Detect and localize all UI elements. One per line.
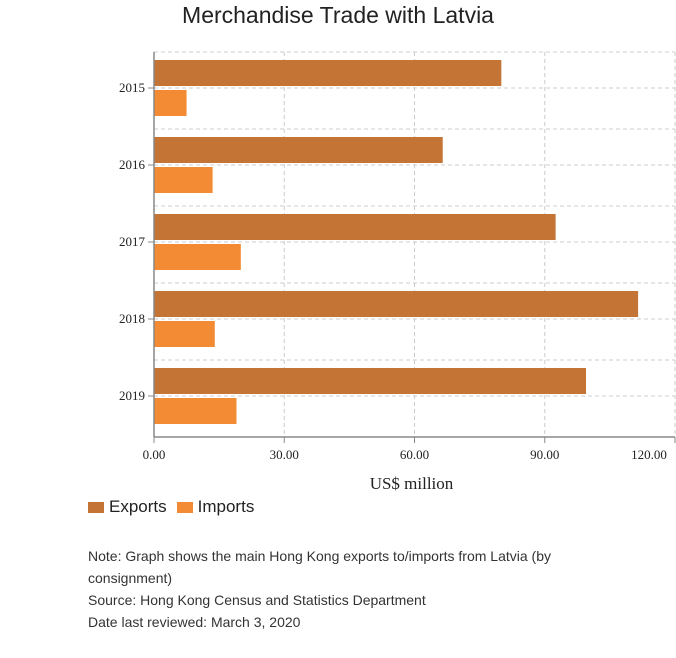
bar-exports-2018: [154, 291, 639, 317]
chart-title: Merchandise Trade with Latvia: [182, 2, 494, 28]
x-axis-label: US$ million: [370, 474, 454, 493]
legend-label-exports: Exports: [109, 497, 167, 516]
legend: Exports Imports: [88, 497, 264, 517]
note-text: Note: Graph shows the main Hong Kong exp…: [88, 548, 551, 586]
x-tick-label: 120.00: [631, 447, 667, 462]
legend-swatch-imports: [176, 501, 193, 513]
bar-exports-2015: [154, 60, 502, 86]
bar-exports-2017: [154, 214, 556, 240]
legend-item-exports[interactable]: Exports: [88, 497, 167, 517]
x-tick-label: 90.00: [530, 447, 559, 462]
reviewed-text: Date last reviewed: March 3, 2020: [88, 614, 301, 630]
bar-imports-2018: [154, 321, 215, 347]
bar-imports-2016: [154, 167, 213, 193]
bar-imports-2015: [154, 90, 187, 116]
chart-notes: Note: Graph shows the main Hong Kong exp…: [88, 545, 628, 633]
legend-item-imports[interactable]: Imports: [176, 497, 255, 517]
y-tick-label: 2016: [119, 157, 146, 172]
y-tick-label: 2015: [119, 80, 145, 95]
y-tick-label: 2019: [119, 388, 145, 403]
legend-label-imports: Imports: [197, 497, 255, 516]
y-tick-label: 2017: [119, 234, 146, 249]
x-tick-label: 0.00: [143, 447, 166, 462]
bar-exports-2016: [154, 137, 443, 163]
x-tick-label: 30.00: [270, 447, 299, 462]
bar-imports-2019: [154, 398, 237, 424]
bar-imports-2017: [154, 244, 241, 270]
bar-chart: 2015 2016 2017 2018 2019 0.00 30.00 60.00 90.00 1…: [119, 51, 676, 493]
source-text: Source: Hong Kong Census and Statistics …: [88, 592, 426, 608]
legend-swatch-exports: [88, 501, 104, 513]
x-tick-label: 60.00: [400, 447, 429, 462]
y-tick-label: 2018: [119, 311, 145, 326]
bar-exports-2019: [154, 368, 586, 394]
